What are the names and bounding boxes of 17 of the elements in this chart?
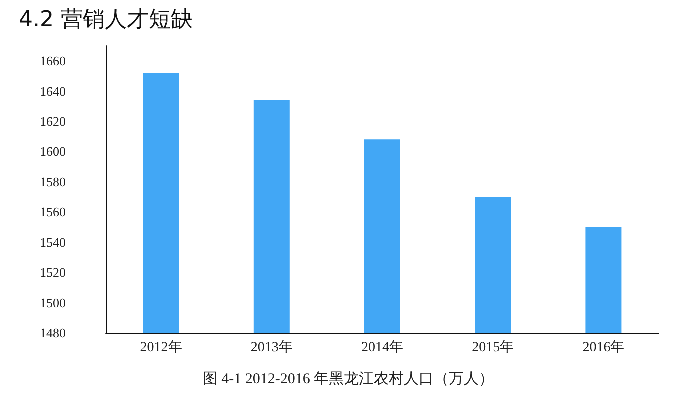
y-tick-label: 1500 [40, 295, 66, 310]
chart-title: 4.2 营销人才短缺 [19, 8, 193, 32]
y-tick-label: 1480 [40, 326, 66, 340]
x-tick-label: 2015年 [472, 340, 514, 356]
y-tick-label: 1540 [40, 234, 66, 250]
y-tick-label: 1600 [40, 144, 66, 160]
x-tick-label: 2016年 [582, 340, 625, 356]
x-tick-label: 2014年 [362, 340, 404, 356]
y-tick-label: 1620 [40, 114, 66, 130]
x-tick-label: 2012年 [140, 340, 182, 356]
x-tick-label: 2013年 [250, 340, 293, 356]
y-tick-label: 1640 [40, 84, 66, 99]
caption: 图 4-1 2012-2016 年黑龙江农村人口（万人） [202, 370, 494, 388]
y-tick-label: 1560 [40, 204, 66, 220]
y-tick-label: 1520 [40, 265, 66, 280]
y-tick-label: 1580 [40, 174, 66, 190]
y-tick-label: 1660 [40, 54, 66, 69]
